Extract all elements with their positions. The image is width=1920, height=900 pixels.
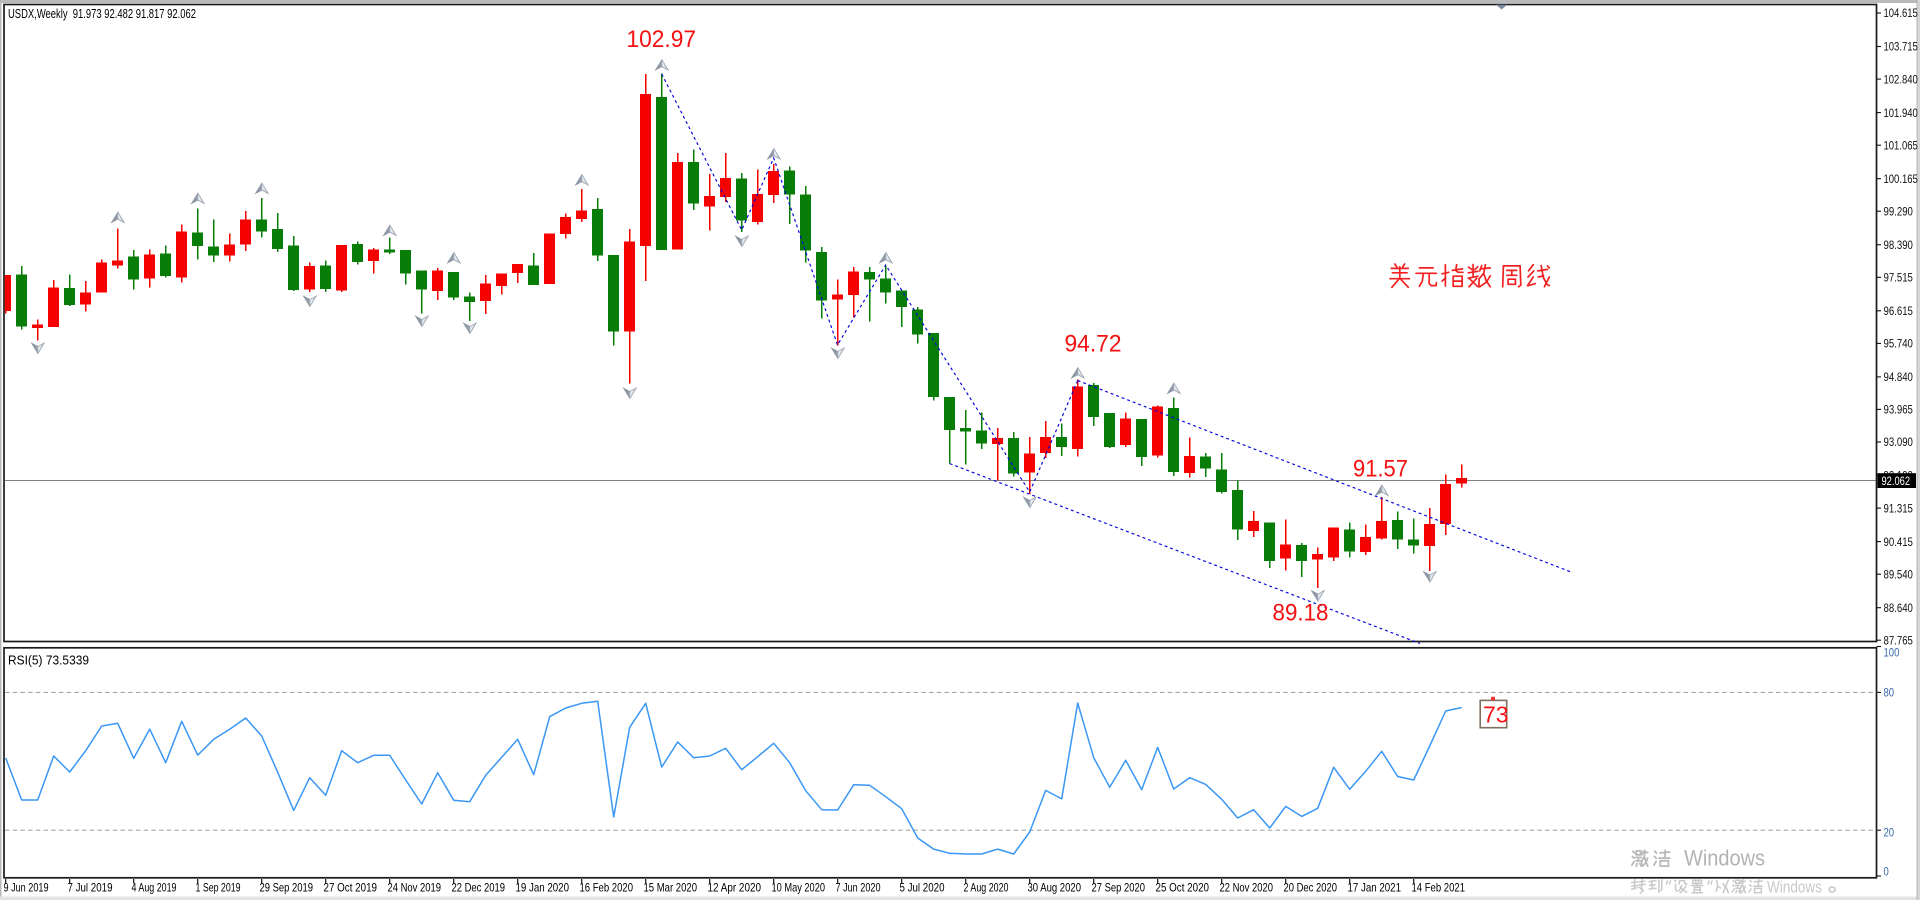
svg-text:73: 73: [1483, 702, 1509, 728]
svg-text:95.740: 95.740: [1884, 337, 1914, 351]
svg-text:90.415: 90.415: [1884, 535, 1914, 549]
svg-text:27 Oct 2019: 27 Oct 2019: [324, 881, 378, 895]
svg-text:91.57: 91.57: [1353, 456, 1408, 483]
svg-text:96.615: 96.615: [1884, 304, 1914, 318]
svg-text:104.615: 104.615: [1884, 6, 1919, 20]
svg-text:7 Jun 2020: 7 Jun 2020: [836, 881, 881, 895]
svg-text:101.065: 101.065: [1884, 138, 1919, 152]
svg-text:RSI(5) 73.5339: RSI(5) 73.5339: [8, 654, 89, 668]
svg-text:100.165: 100.165: [1884, 172, 1919, 186]
svg-text:30 Aug 2020: 30 Aug 2020: [1028, 881, 1082, 895]
svg-text:93.090: 93.090: [1884, 435, 1914, 449]
svg-text:88.640: 88.640: [1884, 601, 1914, 615]
svg-text:80: 80: [1884, 686, 1895, 700]
svg-text:0: 0: [1884, 865, 1890, 879]
svg-text:2 Aug 2020: 2 Aug 2020: [964, 881, 1009, 895]
svg-text:94.72: 94.72: [1065, 331, 1122, 358]
svg-text:4 Aug 2019: 4 Aug 2019: [132, 881, 177, 895]
svg-text:94.840: 94.840: [1884, 370, 1914, 384]
svg-text:102.97: 102.97: [627, 26, 697, 53]
svg-text:19 Jan 2020: 19 Jan 2020: [516, 881, 570, 895]
svg-text:93.965: 93.965: [1884, 403, 1914, 417]
svg-text:7 Jul 2019: 7 Jul 2019: [68, 881, 113, 895]
svg-text:14 Feb 2021: 14 Feb 2021: [1412, 881, 1466, 895]
svg-text:92.062: 92.062: [1882, 474, 1911, 488]
svg-text:Windows: Windows: [1767, 878, 1822, 897]
svg-text:16 Feb 2020: 16 Feb 2020: [580, 881, 634, 895]
svg-text:10 May 2020: 10 May 2020: [772, 881, 826, 895]
svg-text:20: 20: [1884, 826, 1895, 840]
svg-text:103.715: 103.715: [1884, 40, 1919, 54]
svg-text:22 Dec 2019: 22 Dec 2019: [452, 881, 506, 895]
svg-text:97.515: 97.515: [1884, 271, 1914, 285]
svg-text:98.390: 98.390: [1884, 238, 1914, 252]
svg-text:101.940: 101.940: [1884, 106, 1919, 120]
svg-text:15 Mar 2020: 15 Mar 2020: [644, 881, 698, 895]
svg-text:87.765: 87.765: [1884, 633, 1914, 647]
svg-text:89.540: 89.540: [1884, 567, 1914, 581]
svg-text:100: 100: [1884, 646, 1900, 660]
svg-text:99.290: 99.290: [1884, 204, 1914, 218]
svg-text:Windows: Windows: [1684, 846, 1765, 871]
svg-text:24 Nov 2019: 24 Nov 2019: [388, 881, 442, 895]
svg-text:89.18: 89.18: [1273, 600, 1329, 627]
svg-text:25 Oct 2020: 25 Oct 2020: [1156, 881, 1210, 895]
svg-text:27 Sep 2020: 27 Sep 2020: [1092, 881, 1146, 895]
svg-text:9 Jun 2019: 9 Jun 2019: [4, 881, 49, 895]
svg-text:22 Nov 2020: 22 Nov 2020: [1220, 881, 1274, 895]
svg-text:91.315: 91.315: [1884, 501, 1914, 515]
svg-text:5 Jul 2020: 5 Jul 2020: [900, 881, 945, 895]
svg-text:17 Jan 2021: 17 Jan 2021: [1348, 881, 1402, 895]
svg-text:20 Dec 2020: 20 Dec 2020: [1284, 881, 1338, 895]
svg-text:29 Sep 2019: 29 Sep 2019: [260, 881, 314, 895]
svg-text:USDX,Weekly 91.973 92.482 91.: USDX,Weekly 91.973 92.482 91.817 92.062: [8, 7, 196, 21]
svg-text:12 Apr 2020: 12 Apr 2020: [708, 881, 762, 895]
svg-text:1 Sep 2019: 1 Sep 2019: [196, 881, 241, 895]
svg-text:102.840: 102.840: [1884, 72, 1919, 86]
